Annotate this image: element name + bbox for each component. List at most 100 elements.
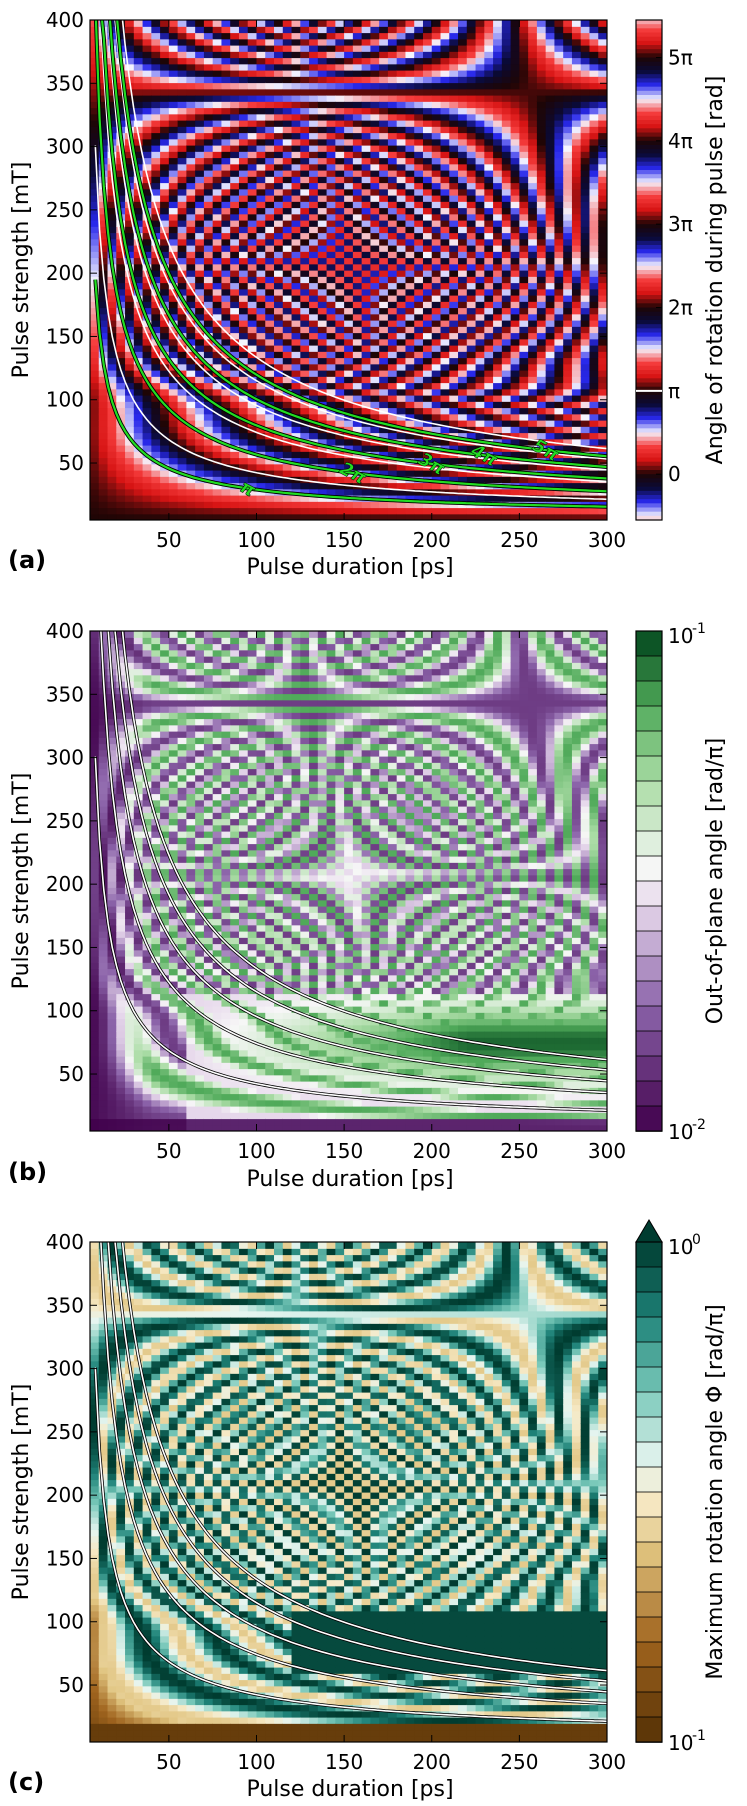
colorbar-segment — [635, 655, 663, 682]
y-tick-label: 200 — [46, 261, 84, 285]
white-lines-b — [93, 631, 607, 1112]
colorbar-tick-label: 4π — [668, 129, 693, 153]
y-tick-label: 150 — [46, 1546, 84, 1570]
colorbar-segment — [636, 211, 662, 217]
colorbar-segment — [636, 311, 662, 317]
colorbar-segment — [636, 357, 662, 363]
colorbar-segment — [636, 303, 662, 309]
colorbar-segment — [636, 65, 662, 71]
colorbar-tick-exponent: -1 — [692, 1728, 706, 1744]
y-tick-label: 350 — [46, 1293, 84, 1317]
colorbar-segment — [636, 420, 662, 425]
contour-line — [100, 20, 607, 480]
x-axis-label-b: Pulse duration [ps] — [246, 1167, 453, 1192]
plot-frame-a — [89, 19, 608, 521]
x-tick-label: 200 — [413, 1139, 451, 1163]
colorbar-segment — [636, 24, 662, 29]
colorbar-segment — [635, 855, 663, 882]
colorbar-segment — [635, 1416, 663, 1443]
x-tick-label: 150 — [325, 1139, 363, 1163]
panel-c: 50 100 150 200 250 300 5010015020025030035040… — [8, 1219, 728, 1802]
colorbar-segment — [636, 332, 662, 338]
colorbar-segment — [635, 1341, 663, 1368]
colorbar-segment — [636, 465, 662, 471]
colorbar-segment — [636, 349, 662, 354]
colorbar-segment — [636, 290, 662, 296]
colorbar-segment — [636, 270, 662, 275]
x-tick-label: 250 — [500, 1750, 538, 1774]
colorbar-segment — [636, 299, 662, 304]
colorbar-segment — [636, 453, 662, 459]
colorbar-segment — [636, 386, 662, 392]
colorbar-segment — [636, 432, 662, 438]
colorbar-segment — [636, 90, 662, 96]
colorbar-extend-arrow — [635, 1219, 663, 1243]
colorbar-segment — [636, 232, 662, 238]
heatmap-c — [90, 1242, 607, 1742]
colorbar-a: 0 π 2π 3π 4π 5π — [635, 19, 693, 521]
colorbar-tick-exponent: -2 — [692, 1117, 706, 1133]
colorbar-segment — [636, 457, 662, 463]
colorbar-segment — [635, 1491, 663, 1518]
x-tick-label: 100 — [237, 528, 275, 552]
colorbar-segment — [636, 490, 662, 496]
colorbar-segment — [636, 182, 662, 188]
panel-b: 50 100 150 200 250 300 50 100 150 200 250 300 350 40… — [8, 619, 728, 1192]
colorbar-segment — [636, 265, 662, 271]
colorbar-segment — [636, 345, 662, 350]
colorbar-segment — [636, 28, 662, 34]
y-tick-label: 200 — [46, 1483, 84, 1507]
boundary-line — [100, 631, 607, 1094]
contour-line — [94, 279, 607, 508]
x-tick-label: 50 — [156, 528, 181, 552]
colorbar-segment — [636, 128, 662, 134]
colorbar-segment — [636, 470, 662, 475]
colorbar-segment — [636, 153, 662, 159]
colorbar-segment — [636, 111, 662, 117]
boundary-line — [94, 145, 607, 501]
colorbar-segment — [636, 370, 662, 375]
colorbar-segment — [635, 1105, 663, 1132]
colorbar-segment — [635, 955, 663, 982]
colorbar-segment — [635, 1691, 663, 1718]
colorbar-segment — [636, 511, 662, 517]
colorbar-segment — [635, 1666, 663, 1693]
contour-line — [116, 20, 607, 458]
x-tick-label: 300 — [588, 1750, 626, 1774]
colorbar-segment — [636, 424, 662, 429]
colorbar-segment — [635, 1566, 663, 1593]
colorbar-tick-label: 5π — [668, 46, 693, 70]
y-tick-label: 250 — [46, 198, 84, 222]
colorbar-segment — [636, 190, 662, 196]
colorbar-segment — [636, 486, 662, 492]
colorbar-segment — [635, 705, 663, 732]
colorbar-segment — [636, 107, 662, 113]
colorbar-segment — [636, 336, 662, 342]
colorbar-segment — [636, 361, 662, 367]
colorbar-segment — [636, 140, 662, 146]
colorbar-segment — [635, 1391, 663, 1418]
y-tick-label: 400 — [46, 1230, 84, 1254]
contour-line — [94, 20, 607, 493]
colorbar-segment — [635, 1055, 663, 1082]
colorbar-segment — [636, 353, 662, 359]
colorbar-segment — [636, 374, 662, 379]
colorbar-segment — [636, 403, 662, 409]
colorbar-segment — [636, 415, 662, 421]
colorbar-segment — [636, 195, 662, 200]
colorbar-segment — [635, 1591, 663, 1618]
colorbar-segment — [636, 236, 662, 242]
x-tick-label: 300 — [588, 528, 626, 552]
y-tick-label: 100 — [46, 999, 84, 1023]
boundary-line — [114, 1242, 607, 1682]
colorbar-segment — [636, 445, 662, 450]
colorbar-segment — [636, 53, 662, 59]
colorbar-segment — [636, 390, 662, 396]
colorbar-segment — [636, 186, 662, 192]
colorbar-segment — [635, 1516, 663, 1543]
y-axis-label-b: Pulse strength [mT] — [9, 773, 34, 990]
colorbar-segment — [636, 315, 662, 321]
colorbar-tick-label: 10 — [668, 1731, 693, 1755]
colorbar-tick-label: 0 — [668, 462, 681, 486]
